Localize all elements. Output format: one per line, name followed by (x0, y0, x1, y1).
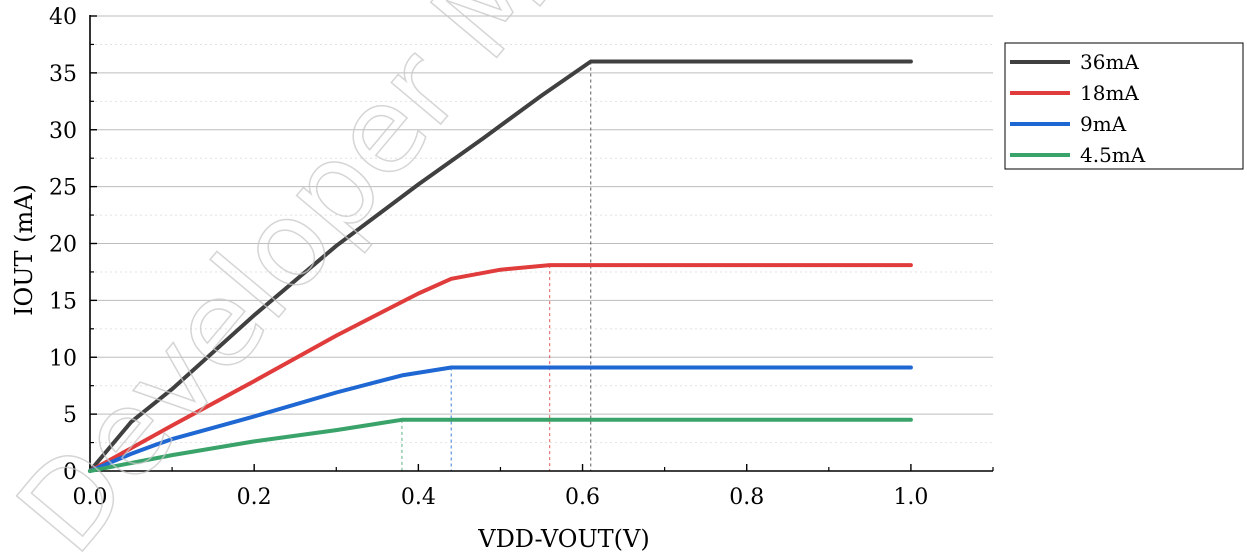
y-tick-label: 0 (63, 460, 77, 485)
series-line (88, 365, 913, 473)
legend-label: 9mA (1080, 112, 1127, 136)
x-tick-label: 1.0 (893, 485, 928, 510)
legend-label: 36mA (1080, 50, 1139, 74)
series-lines (88, 59, 913, 473)
y-tick-label: 30 (49, 119, 77, 144)
legend-label: 18mA (1080, 81, 1139, 105)
y-tick-label: 15 (49, 289, 77, 314)
grid (90, 15, 993, 444)
y-tick-label: 5 (63, 403, 77, 428)
legend-label: 4.5mA (1080, 143, 1146, 167)
x-axis-title: VDD-VOUT(V) (477, 525, 650, 553)
series-line (88, 263, 913, 473)
y-ticks: 0 5 10 15 20 25 30 35 40 (49, 5, 97, 485)
y-tick-label: 35 (49, 62, 77, 87)
y-tick-label: 20 (49, 233, 77, 258)
legend: 36mA 18mA 9mA 4.5mA (1004, 42, 1244, 170)
x-ticks: 0.0 0.2 0.4 0.6 0.8 1.0 (73, 464, 994, 510)
y-axis-title: IOUT (mA) (10, 184, 38, 316)
y-tick-label: 40 (49, 5, 77, 30)
x-tick-label: 0.4 (401, 485, 436, 510)
x-tick-label: 0.0 (73, 485, 108, 510)
series-line (88, 417, 913, 473)
x-tick-label: 0.2 (237, 485, 272, 510)
watermark: Developer Microelectronics (0, 0, 1128, 557)
y-tick-label: 10 (49, 346, 77, 371)
y-tick-label: 25 (49, 176, 77, 201)
series-line (88, 59, 913, 473)
x-tick-label: 0.8 (729, 485, 764, 510)
x-tick-label: 0.6 (565, 485, 600, 510)
